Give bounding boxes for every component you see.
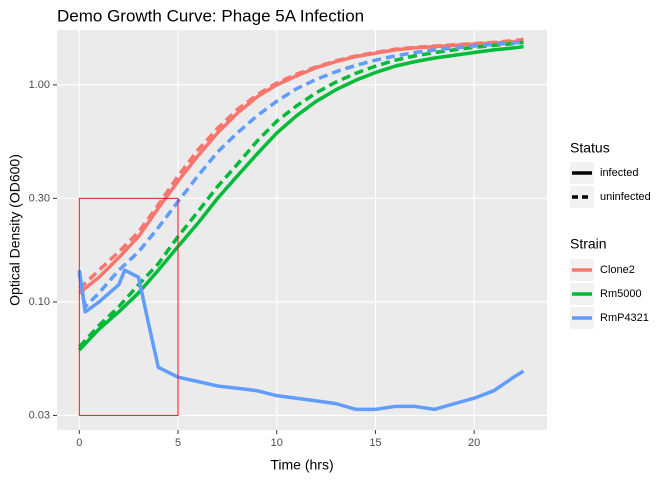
x-tick-label: 15: [369, 437, 381, 449]
line: [78, 38, 524, 295]
x-axis-label: Time (hrs): [270, 457, 333, 473]
x-tick-label: 5: [175, 437, 181, 449]
panel: [57, 30, 547, 430]
line: [77, 268, 525, 412]
line: [78, 44, 524, 352]
legend-label: uninfected: [600, 191, 651, 203]
legend-label: Rm5000: [600, 288, 642, 300]
legend-label: Clone2: [600, 264, 635, 276]
line: [77, 40, 524, 309]
x-tick-label: 20: [468, 437, 480, 449]
y-tick-label: 0.10: [29, 296, 50, 308]
chart-title: Demo Growth Curve: Phage 5A Infection: [57, 6, 364, 25]
y-tick-label: 0.03: [29, 409, 50, 421]
x-tick-label: 10: [271, 437, 283, 449]
legend-title: Strain: [570, 236, 607, 252]
y-tick-label: 0.30: [29, 192, 50, 204]
legend-label: infected: [600, 167, 639, 179]
y-tick-label: 1.00: [29, 79, 50, 91]
annotation-rect: [78, 197, 179, 416]
x-tick-label: 0: [76, 437, 82, 449]
line: [78, 40, 524, 349]
legend-label: RmP4321: [600, 312, 649, 324]
y-axis-label: Optical Density (OD600): [7, 154, 23, 306]
legend-title: Status: [570, 140, 610, 156]
